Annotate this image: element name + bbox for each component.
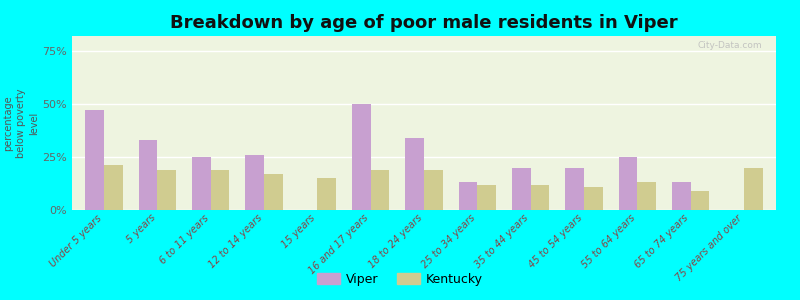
Bar [638,182,656,210]
Legend: Viper, Kentucky: Viper, Kentucky [312,268,488,291]
Bar [158,170,176,210]
Bar [370,170,390,210]
Bar [246,155,264,210]
Bar [690,191,710,210]
Title: Breakdown by age of poor male residents in Viper: Breakdown by age of poor male residents … [170,14,678,32]
Bar [192,157,210,210]
Text: City-Data.com: City-Data.com [698,41,762,50]
Bar [512,168,530,210]
Bar [618,157,638,210]
Bar [672,182,690,210]
Bar [744,168,762,210]
Bar [458,182,478,210]
Bar [318,178,336,210]
Bar [264,174,282,210]
Bar [584,187,602,210]
Bar [210,170,230,210]
Bar [138,140,158,210]
Y-axis label: percentage
below poverty
level: percentage below poverty level [3,88,40,158]
Bar [478,184,496,210]
Bar [406,138,424,210]
Bar [352,104,370,210]
Bar [566,168,584,210]
Bar [424,170,442,210]
Bar [86,110,104,210]
Bar [530,184,550,210]
Bar [104,165,122,210]
